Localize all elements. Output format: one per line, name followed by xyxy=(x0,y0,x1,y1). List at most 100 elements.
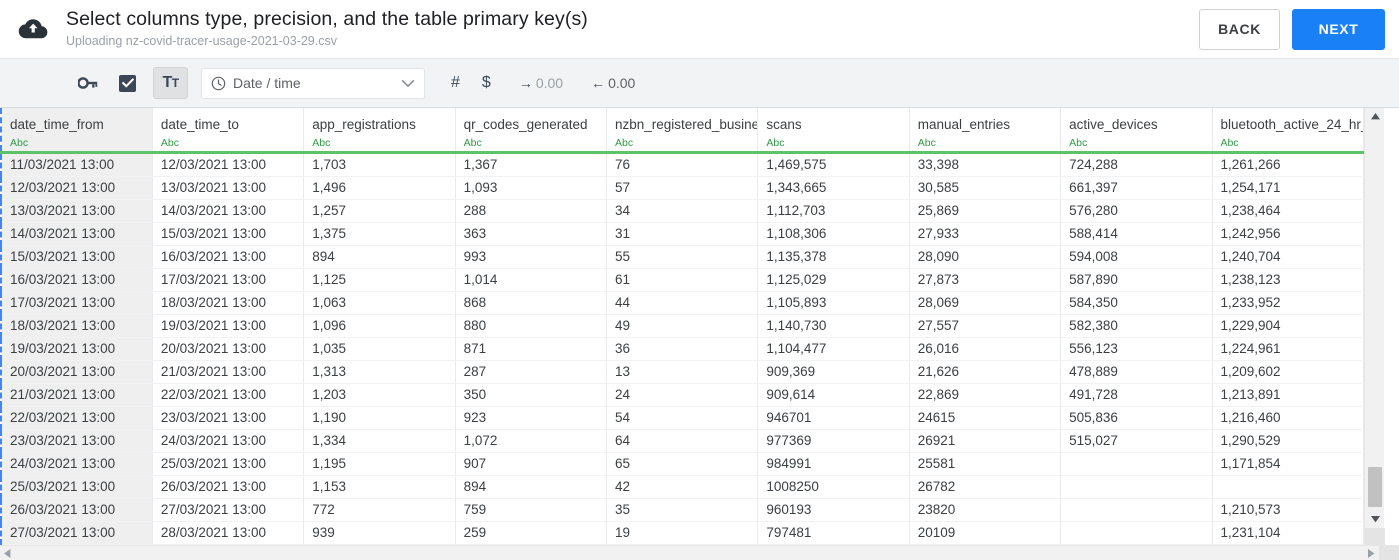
table-cell[interactable]: 19/03/2021 13:00 xyxy=(152,314,305,338)
table-cell[interactable]: 22,869 xyxy=(909,383,1062,407)
table-cell[interactable]: 1,104,477 xyxy=(757,337,910,361)
table-cell[interactable]: 24/03/2021 13:00 xyxy=(0,452,153,476)
table-cell[interactable]: 1,105,893 xyxy=(757,291,910,315)
table-cell[interactable]: 1,703 xyxy=(303,152,456,177)
table-row[interactable]: 12/03/2021 13:00 13/03/2021 13:00 1,496 1,0… xyxy=(0,176,1364,200)
table-cell[interactable]: 14/03/2021 13:00 xyxy=(0,222,153,246)
column-header-qr_codes_generated[interactable]: qr_codes_generated Abc xyxy=(455,108,608,154)
table-cell[interactable]: 556,123 xyxy=(1060,337,1213,361)
table-row[interactable]: 23/03/2021 13:00 24/03/2021 13:00 1,334 1,0… xyxy=(0,429,1364,453)
table-cell[interactable]: 880 xyxy=(455,314,608,338)
table-cell[interactable]: 1,469,575 xyxy=(757,152,910,177)
table-cell[interactable]: 1,334 xyxy=(303,429,456,453)
table-cell[interactable]: 31 xyxy=(606,222,759,246)
table-cell[interactable]: 288 xyxy=(455,199,608,223)
table-cell[interactable]: 1,140,730 xyxy=(757,314,910,338)
table-cell[interactable]: 1,153 xyxy=(303,475,456,499)
table-cell[interactable]: 25,869 xyxy=(909,199,1062,223)
table-cell[interactable]: 287 xyxy=(455,360,608,384)
table-row[interactable]: 17/03/2021 13:00 18/03/2021 13:00 1,063 868… xyxy=(0,291,1364,315)
increase-precision-button[interactable]: → 0.00 xyxy=(519,70,563,96)
table-cell[interactable]: 1,242,956 xyxy=(1212,222,1364,246)
column-header-app_registrations[interactable]: app_registrations Abc xyxy=(303,108,456,154)
column-header-bluetooth_active_24_hr_[interactable]: bluetooth_active_24_hr_ Abc xyxy=(1212,108,1364,154)
table-cell[interactable]: 1,072 xyxy=(455,429,608,453)
table-cell[interactable]: 15/03/2021 13:00 xyxy=(0,245,153,269)
table-cell[interactable]: 1,496 xyxy=(303,176,456,200)
table-cell[interactable]: 20/03/2021 13:00 xyxy=(152,337,305,361)
grid-viewport[interactable]: date_time_from Abc date_time_to Abc app_regi… xyxy=(0,108,1364,545)
table-cell[interactable]: 1,195 xyxy=(303,452,456,476)
table-row[interactable]: 25/03/2021 13:00 26/03/2021 13:00 1,153 894… xyxy=(0,475,1364,499)
table-cell[interactable]: 24/03/2021 13:00 xyxy=(152,429,305,453)
table-cell[interactable]: 28/03/2021 13:00 xyxy=(152,521,305,545)
table-cell[interactable]: 24615 xyxy=(909,406,1062,430)
table-cell[interactable]: 23/03/2021 13:00 xyxy=(0,429,153,453)
table-cell[interactable]: 26921 xyxy=(909,429,1062,453)
table-cell[interactable]: 993 xyxy=(455,245,608,269)
table-cell[interactable]: 478,889 xyxy=(1060,360,1213,384)
table-cell[interactable]: 363 xyxy=(455,222,608,246)
table-row[interactable]: 16/03/2021 13:00 17/03/2021 13:00 1,125 1,0… xyxy=(0,268,1364,292)
table-cell[interactable] xyxy=(1212,475,1364,499)
table-cell[interactable]: 12/03/2021 13:00 xyxy=(152,152,305,177)
table-cell[interactable]: 724,288 xyxy=(1060,152,1213,177)
table-cell[interactable]: 25581 xyxy=(909,452,1062,476)
table-cell[interactable]: 21,626 xyxy=(909,360,1062,384)
table-cell[interactable]: 27/03/2021 13:00 xyxy=(0,521,153,545)
table-cell[interactable]: 1,203 xyxy=(303,383,456,407)
table-cell[interactable]: 27,873 xyxy=(909,268,1062,292)
table-cell[interactable]: 907 xyxy=(455,452,608,476)
column-header-date_time_from[interactable]: date_time_from Abc xyxy=(0,108,153,154)
triangle-left-icon[interactable] xyxy=(0,546,15,560)
table-row[interactable]: 21/03/2021 13:00 22/03/2021 13:00 1,203 350… xyxy=(0,383,1364,407)
number-format-button[interactable]: # xyxy=(451,74,460,91)
table-cell[interactable] xyxy=(1060,521,1213,545)
table-cell[interactable]: 582,380 xyxy=(1060,314,1213,338)
column-header-manual_entries[interactable]: manual_entries Abc xyxy=(909,108,1062,154)
table-row[interactable]: 26/03/2021 13:00 27/03/2021 13:00 772 759 35… xyxy=(0,498,1364,522)
table-cell[interactable]: 13 xyxy=(606,360,759,384)
table-cell[interactable]: 759 xyxy=(455,498,608,522)
table-cell[interactable]: 25/03/2021 13:00 xyxy=(0,475,153,499)
table-row[interactable]: 18/03/2021 13:00 19/03/2021 13:00 1,096 880… xyxy=(0,314,1364,338)
table-cell[interactable]: 1,125,029 xyxy=(757,268,910,292)
table-cell[interactable]: 16/03/2021 13:00 xyxy=(152,245,305,269)
table-cell[interactable]: 584,350 xyxy=(1060,291,1213,315)
table-row[interactable]: 27/03/2021 13:00 28/03/2021 13:00 939 259 19… xyxy=(0,521,1364,545)
table-cell[interactable]: 939 xyxy=(303,521,456,545)
table-cell[interactable]: 1,254,171 xyxy=(1212,176,1364,200)
table-row[interactable]: 11/03/2021 13:00 12/03/2021 13:00 1,703 1,3… xyxy=(0,152,1364,177)
table-cell[interactable]: 1,367 xyxy=(455,152,608,177)
table-cell[interactable]: 27/03/2021 13:00 xyxy=(152,498,305,522)
table-cell[interactable]: 64 xyxy=(606,429,759,453)
table-cell[interactable]: 350 xyxy=(455,383,608,407)
table-cell[interactable]: 1,290,529 xyxy=(1212,429,1364,453)
table-cell[interactable]: 65 xyxy=(606,452,759,476)
table-row[interactable]: 24/03/2021 13:00 25/03/2021 13:00 1,195 907… xyxy=(0,452,1364,476)
key-icon[interactable] xyxy=(75,70,101,96)
table-cell[interactable]: 28,069 xyxy=(909,291,1062,315)
table-cell[interactable]: 11/03/2021 13:00 xyxy=(0,152,153,177)
table-row[interactable]: 15/03/2021 13:00 16/03/2021 13:00 894 993 55… xyxy=(0,245,1364,269)
table-cell[interactable]: 22/03/2021 13:00 xyxy=(152,383,305,407)
table-cell[interactable]: 1,014 xyxy=(455,268,608,292)
vertical-scrollbar[interactable] xyxy=(1364,108,1385,545)
table-cell[interactable]: 26782 xyxy=(909,475,1062,499)
table-cell[interactable]: 1,213,891 xyxy=(1212,383,1364,407)
column-header-nzbn_registered_busine[interactable]: nzbn_registered_busine Abc xyxy=(606,108,759,154)
table-cell[interactable]: 909,369 xyxy=(757,360,910,384)
column-header-scans[interactable]: scans Abc xyxy=(757,108,910,154)
table-cell[interactable]: 21/03/2021 13:00 xyxy=(0,383,153,407)
table-cell[interactable]: 12/03/2021 13:00 xyxy=(0,176,153,200)
horizontal-scrollbar[interactable] xyxy=(0,545,1399,560)
table-cell[interactable]: 22/03/2021 13:00 xyxy=(0,406,153,430)
table-cell[interactable]: 15/03/2021 13:00 xyxy=(152,222,305,246)
table-cell[interactable]: 259 xyxy=(455,521,608,545)
table-cell[interactable]: 19 xyxy=(606,521,759,545)
table-cell[interactable]: 946701 xyxy=(757,406,910,430)
table-cell[interactable]: 772 xyxy=(303,498,456,522)
table-cell[interactable]: 1,209,602 xyxy=(1212,360,1364,384)
table-cell[interactable]: 1,108,306 xyxy=(757,222,910,246)
table-cell[interactable]: 515,027 xyxy=(1060,429,1213,453)
